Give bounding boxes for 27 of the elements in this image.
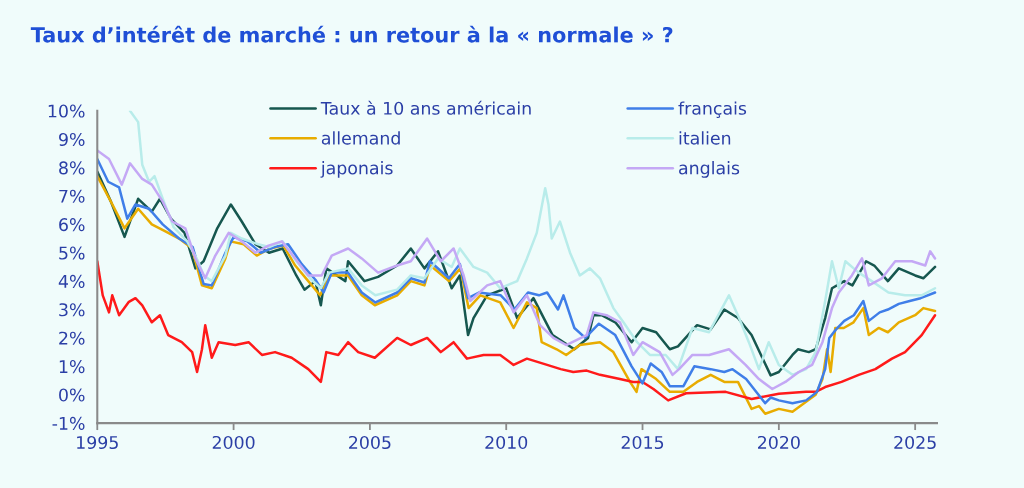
x-tick-label: 1995 — [77, 435, 118, 450]
y-tick-label: 6% — [59, 218, 85, 232]
y-tick-label: 2% — [59, 331, 85, 345]
x-tick-label: 2015 — [621, 435, 664, 450]
legend-label: Taux à 10 ans américain — [320, 100, 531, 115]
legend-label: français — [678, 101, 747, 118]
x-tick-label: 2025 — [894, 435, 936, 450]
legend-label: anglais — [679, 161, 740, 178]
y-tick-label: 4% — [58, 274, 85, 288]
legend-label: italien — [679, 131, 731, 145]
chart-title: Taux d’intérêt de marché : un retour à la « normale » ? — [30, 25, 673, 43]
x-tick-label: 2010 — [485, 435, 528, 450]
legend-label: allemand — [321, 131, 400, 145]
y-tick-label: -1% — [52, 416, 85, 430]
y-tick-label: 9% — [59, 132, 85, 147]
y-tick-label: 3% — [59, 303, 85, 317]
y-tick-label: 1% — [59, 360, 85, 374]
y-tick-label: 10% — [48, 104, 85, 118]
y-tick-label: 5% — [59, 246, 85, 260]
line-series — [97, 260, 937, 402]
x-tick-label: 2000 — [212, 435, 255, 450]
y-tick-label: 8% — [59, 161, 85, 175]
y-tick-label: 7% — [59, 189, 85, 203]
y-tick-label: 0% — [59, 388, 85, 402]
x-tick-label: 2005 — [349, 435, 391, 450]
legend-label: japonais — [320, 161, 393, 178]
x-tick-label: 2020 — [758, 435, 800, 450]
